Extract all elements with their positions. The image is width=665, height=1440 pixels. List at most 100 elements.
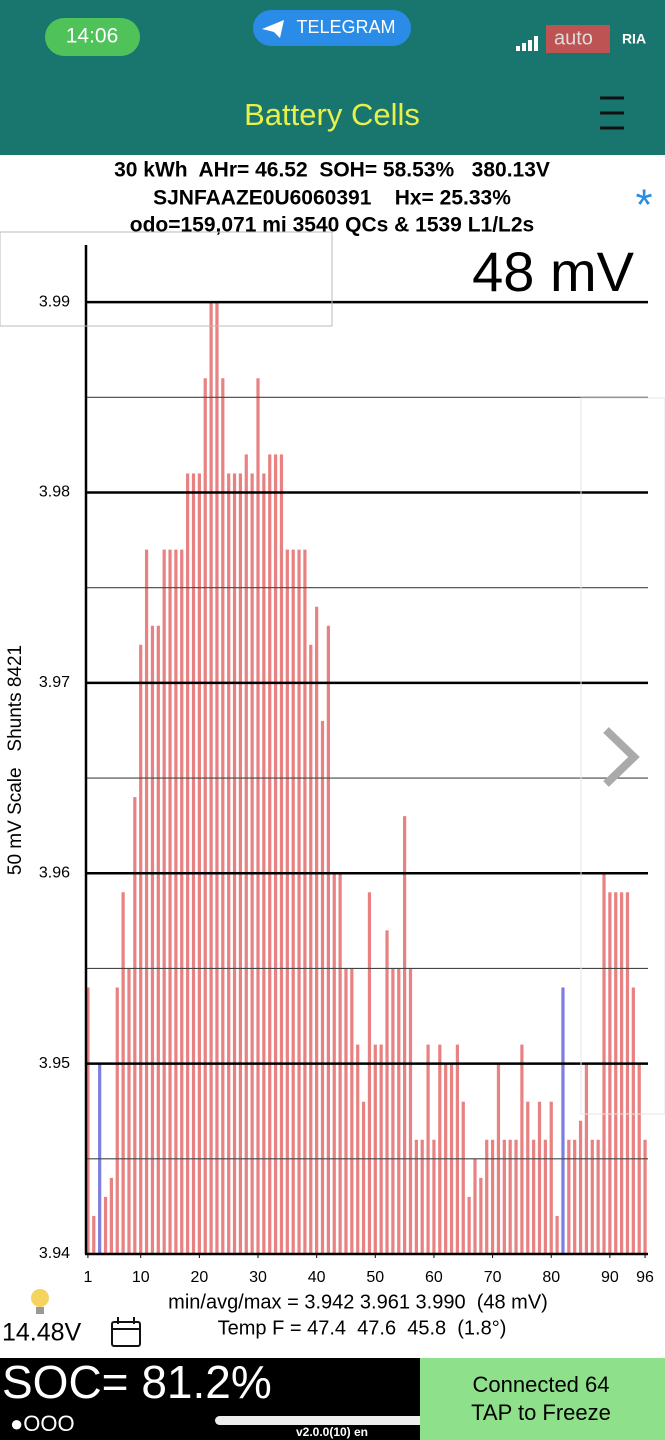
watermark-auto: auto [554,27,593,49]
bar [315,606,319,1254]
spread-label: 48 mV [472,240,634,303]
bar [291,549,295,1254]
bar [361,1101,366,1254]
bar [426,1044,430,1254]
x-tick-label: 96 [636,1269,654,1286]
bar [285,549,289,1254]
bar [532,1139,536,1254]
telegram-pill[interactable] [253,10,411,46]
voltage-text: 14.48V [2,1319,82,1347]
bar [174,549,178,1254]
bar [238,473,243,1254]
bar [508,1139,512,1254]
tap-text: TAP to Freeze [471,1400,611,1425]
bar [619,892,624,1254]
next-arrow[interactable] [603,727,640,787]
soc-text: SOC= 81.2% [2,1356,272,1408]
bar [256,378,260,1254]
status-time: 14:06 [66,25,119,48]
bar [250,473,254,1254]
y-tick-label: 3.98 [39,484,70,501]
plot: 3.94 3.95 3.96 3.97 3.98 3.99 1 10 20 30 40 50 60 70 8… [39,245,654,1286]
bar [127,968,131,1254]
bar [614,892,618,1254]
bar [385,930,389,1254]
bar [578,1120,583,1254]
x-tick-label: 50 [366,1269,384,1286]
bar [479,1177,483,1254]
menu-icon[interactable] [600,96,624,130]
x-tick-label: 20 [190,1269,208,1286]
bar [344,968,348,1254]
x-tick-label: 80 [542,1269,560,1286]
star-button[interactable]: * [635,181,652,230]
bar [403,816,407,1254]
bar [391,968,395,1254]
home-indicator [215,1416,453,1425]
bar [608,892,612,1254]
bar [397,968,401,1254]
bar [631,987,635,1254]
bar [268,454,272,1254]
bar [537,1101,542,1254]
bar [408,968,413,1254]
bar [567,1139,571,1254]
x-tick-label: 1 [83,1269,92,1286]
bar [514,1139,518,1254]
bar [303,549,307,1254]
temps-text: Temp F = 47.4 47.6 45.8 (1.8°) [218,1317,507,1339]
bar [273,454,278,1254]
bar [86,987,90,1254]
bar [320,720,325,1254]
bar [297,549,301,1254]
bar [221,378,225,1254]
bar [133,797,137,1254]
bar [115,987,119,1254]
y-axis-label: 50 mV Scale Shunts 8421 [5,645,26,875]
bar [262,473,266,1254]
bar [485,1139,489,1254]
bar [109,1177,114,1254]
overlay-panel [580,397,665,1115]
calendar-icon[interactable] [111,1317,141,1347]
bar [203,378,207,1254]
bar [180,549,184,1254]
y-tick-label: 3.96 [39,864,70,881]
bar [326,625,330,1254]
bar [455,1044,460,1254]
x-tick-label: 90 [601,1269,619,1286]
bar [121,892,125,1254]
bar [590,1139,594,1254]
bar [467,1196,471,1254]
bar [144,549,149,1254]
bar [244,454,248,1254]
x-tick-label: 60 [425,1269,443,1286]
bar [438,1044,442,1254]
bar [367,892,372,1254]
bar [573,1139,577,1254]
bar [543,1139,547,1254]
bar [561,987,565,1254]
bar [150,625,155,1254]
stats-text: min/avg/max = 3.942 3.961 3.990 (48 mV) [168,1291,548,1313]
bar [520,1044,524,1254]
watermark-ria: RIA [622,31,646,47]
bar [420,1139,424,1254]
freeze-button[interactable] [420,1358,665,1440]
telegram-icon [262,20,284,38]
bar [227,473,231,1254]
bar [156,625,160,1254]
bar [473,1158,477,1254]
watermark-bg [546,25,610,53]
content-bg [0,155,665,1358]
bar [92,1215,96,1254]
y-tick-label: 3.94 [39,1245,70,1262]
dots-text: ●OOO [10,1411,75,1436]
bar [526,1101,530,1254]
bar [191,473,196,1254]
soc-bg [0,1358,420,1440]
version-text: v2.0.0(10) en [296,1425,368,1439]
page-title: Battery Cells [244,97,420,132]
bar [279,454,284,1254]
